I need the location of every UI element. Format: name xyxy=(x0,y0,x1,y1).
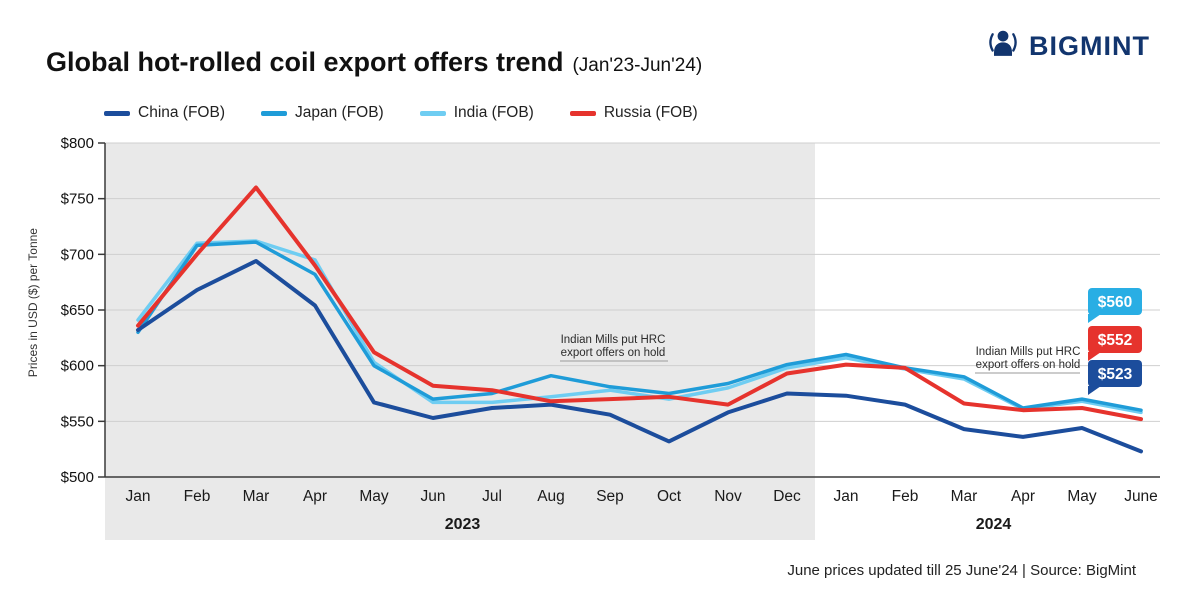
series-line-china xyxy=(136,259,1143,454)
month-label: Mar xyxy=(243,488,270,505)
china-line-marker-icon xyxy=(104,110,130,116)
source-note: June prices updated till 25 June'24 | So… xyxy=(787,562,1136,579)
month-label: Feb xyxy=(184,488,211,505)
legend-item-japan: Japan (FOB) xyxy=(261,104,384,122)
month-label: Jan xyxy=(834,488,859,505)
month-label: May xyxy=(1067,488,1097,505)
svg-text:Indian Mills put HRC: Indian Mills put HRC xyxy=(561,334,666,346)
month-label: June xyxy=(1124,488,1158,505)
end-value-badge-552: $552 xyxy=(1088,326,1142,361)
chart-legend: China (FOB) Japan (FOB) India (FOB) Russ… xyxy=(104,104,698,122)
x-axis-month-labels: Jan Feb Mar Apr May Jun Jul Aug Sep Oct Nov Dec Jan F… xyxy=(126,488,1158,505)
legend-item-russia: Russia (FOB) xyxy=(569,104,698,122)
month-label: Jun xyxy=(421,488,446,505)
month-label: Nov xyxy=(714,488,742,505)
year-label-2023: 2023 xyxy=(445,516,481,533)
y-tick-label: $700 xyxy=(61,246,94,263)
month-label: Oct xyxy=(657,488,682,505)
japan-line-marker-icon xyxy=(261,110,287,116)
legend-label-japan: Japan (FOB) xyxy=(295,104,384,121)
series-line-india xyxy=(136,239,1143,415)
end-value-badge-560: $560 xyxy=(1088,288,1142,323)
svg-text:export offers on hold: export offers on hold xyxy=(976,359,1081,371)
month-label: Sep xyxy=(596,488,624,505)
year-2023-band xyxy=(105,143,815,540)
month-label: Aug xyxy=(537,488,565,505)
legend-item-india: India (FOB) xyxy=(419,104,534,122)
legend-label-russia: Russia (FOB) xyxy=(603,104,698,121)
series-line-japan xyxy=(136,240,1143,412)
bigmint-logo-text: BIGMINT xyxy=(1029,30,1150,61)
russia-line-marker-icon xyxy=(569,110,596,116)
month-label: Feb xyxy=(892,488,919,505)
y-tick-label: $600 xyxy=(61,358,94,375)
chart-title-period: (Jan'23-Jun'24) xyxy=(572,55,703,76)
legend-item-china: China (FOB) xyxy=(104,104,225,122)
month-label: Mar xyxy=(951,488,978,505)
svg-text:export offers on hold: export offers on hold xyxy=(561,347,666,359)
y-tick-label: $650 xyxy=(61,302,94,319)
y-tick-label: $550 xyxy=(61,413,94,430)
india-line-marker-icon xyxy=(419,110,446,116)
end-value-badge-523: $523 xyxy=(1088,360,1142,395)
month-label: Apr xyxy=(303,488,327,505)
legend-label-china: China (FOB) xyxy=(138,104,225,121)
month-label: Dec xyxy=(773,488,801,505)
svg-text:$552: $552 xyxy=(1098,332,1132,349)
series-line-russia xyxy=(136,185,1143,422)
legend-label-india: India (FOB) xyxy=(453,104,534,121)
y-tick-label: $800 xyxy=(61,135,94,152)
bigmint-logo-icon xyxy=(989,30,1017,56)
x-axis-year-labels: 2023 2024 xyxy=(445,516,1012,533)
svg-text:$523: $523 xyxy=(1098,366,1133,383)
y-tick-label: $750 xyxy=(61,191,94,208)
month-label: Jul xyxy=(482,488,502,505)
month-label: Apr xyxy=(1011,488,1035,505)
svg-text:Indian Mills put HRC: Indian Mills put HRC xyxy=(976,346,1081,358)
year-label-2024: 2024 xyxy=(976,516,1012,533)
y-axis-ticks: $500 $550 $600 $650 $700 $750 $800 xyxy=(61,135,105,486)
month-label: May xyxy=(359,488,389,505)
bigmint-logo: BIGMINT xyxy=(985,28,1150,64)
page-title: Global hot-rolled coil export offers tre… xyxy=(46,42,702,79)
month-label: Jan xyxy=(126,488,151,505)
chart-title: Global hot-rolled coil export offers tre… xyxy=(46,47,564,77)
y-tick-label: $500 xyxy=(61,469,94,486)
svg-text:$560: $560 xyxy=(1098,294,1132,311)
